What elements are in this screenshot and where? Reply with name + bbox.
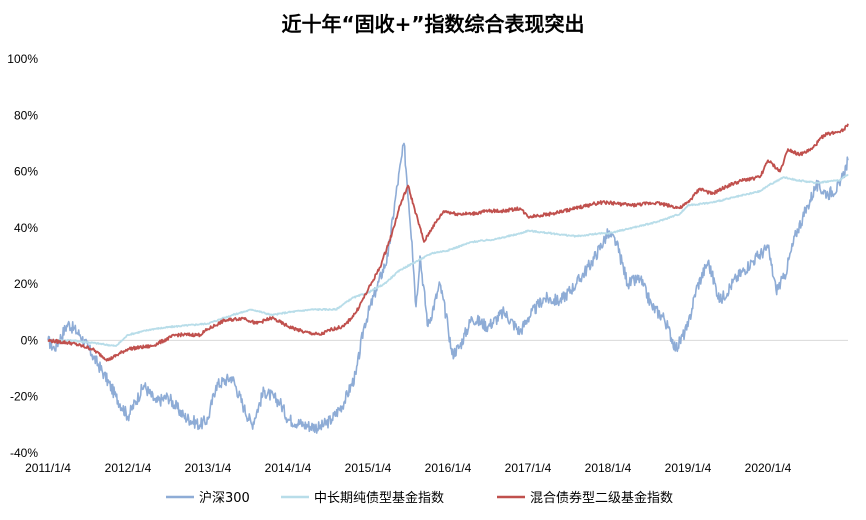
x-tick-label: 2015/1/4 bbox=[345, 461, 392, 475]
legend-label: 沪深300 bbox=[199, 490, 250, 506]
y-tick-label: 40% bbox=[14, 221, 38, 235]
series-lines bbox=[47, 123, 849, 434]
y-tick-label: -40% bbox=[10, 446, 38, 460]
x-tick-label: 2020/1/4 bbox=[745, 461, 792, 475]
legend-label: 混合债券型二级基金指数 bbox=[530, 490, 673, 506]
y-tick-label: 20% bbox=[14, 277, 38, 291]
series-line bbox=[47, 173, 849, 348]
legend: 沪深300 中长期纯债型基金指数 混合债券型二级基金指数 bbox=[166, 490, 673, 506]
series-line bbox=[47, 123, 849, 362]
x-tick-label: 2011/1/4 bbox=[25, 461, 71, 475]
x-tick-label: 2014/1/4 bbox=[265, 461, 312, 475]
x-tick-label: 2016/1/4 bbox=[425, 461, 472, 475]
y-axis-ticks: -40% -20% 0% 20% 40% 60% 80% 100% bbox=[7, 52, 38, 460]
x-axis-ticks: 2011/1/4 2012/1/4 2013/1/4 2014/1/4 2015/1/4… bbox=[25, 461, 792, 475]
y-tick-label: 100% bbox=[7, 52, 38, 66]
y-tick-label: -20% bbox=[10, 390, 38, 404]
x-tick-label: 2013/1/4 bbox=[185, 461, 232, 475]
x-tick-label: 2012/1/4 bbox=[105, 461, 152, 475]
y-tick-label: 0% bbox=[21, 333, 39, 347]
x-tick-label: 2017/1/4 bbox=[505, 461, 552, 475]
x-tick-label: 2018/1/4 bbox=[585, 461, 632, 475]
chart-title: 近十年“固收+”指数综合表现突出 bbox=[281, 12, 585, 36]
legend-label: 中长期纯债型基金指数 bbox=[314, 490, 444, 506]
x-tick-label: 2019/1/4 bbox=[665, 461, 712, 475]
y-tick-label: 60% bbox=[14, 165, 38, 179]
y-tick-label: 80% bbox=[14, 108, 38, 122]
series-line bbox=[47, 142, 849, 434]
